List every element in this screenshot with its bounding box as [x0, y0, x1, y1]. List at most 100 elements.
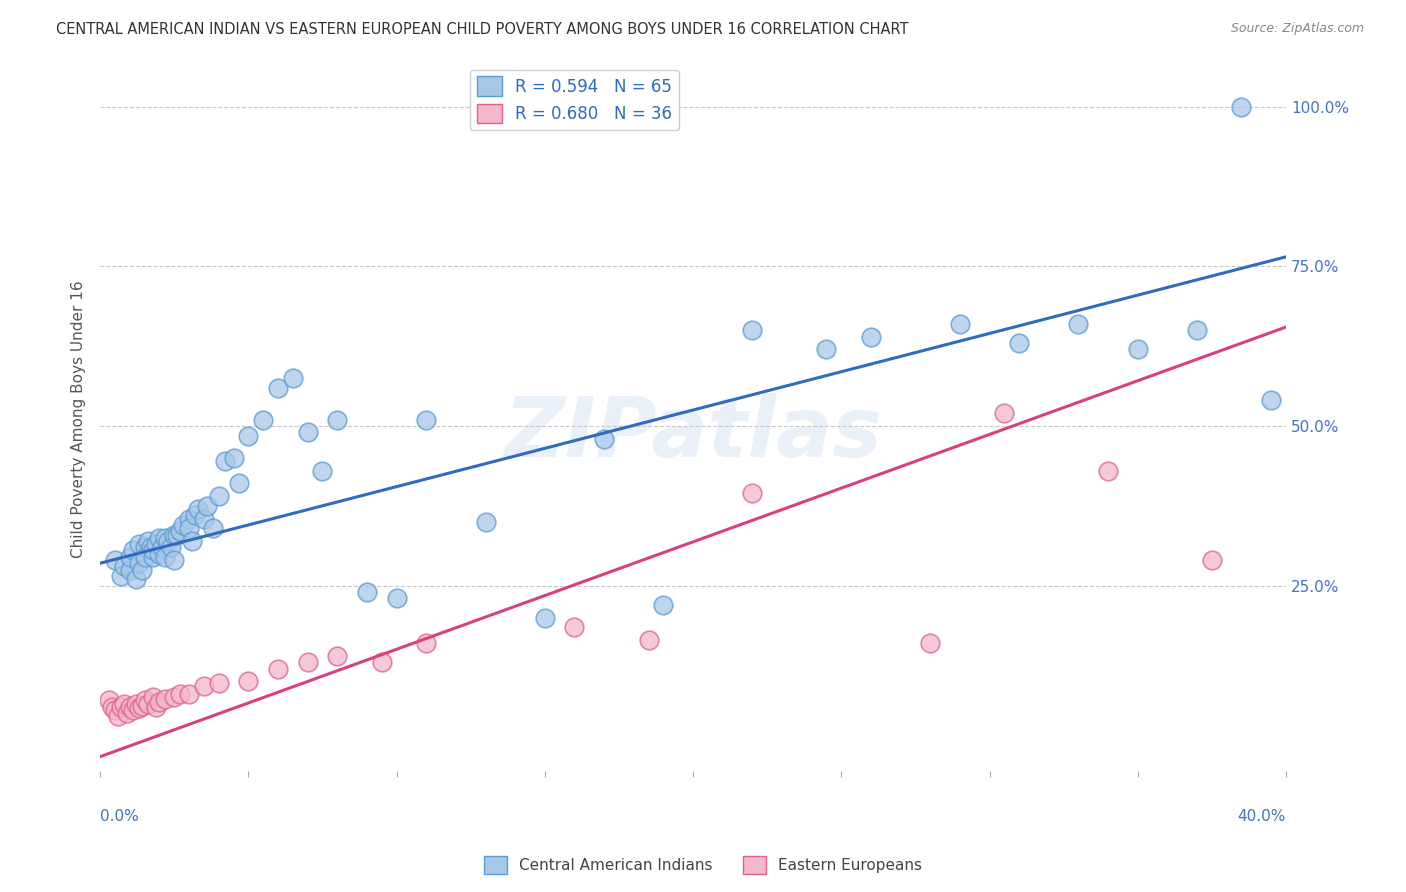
Point	[98, 693, 121, 707]
Point	[949, 317, 972, 331]
Point	[142, 543, 165, 558]
Point	[741, 486, 763, 500]
Point	[155, 549, 177, 564]
Point	[637, 632, 659, 647]
Point	[169, 524, 191, 539]
Point	[131, 698, 153, 713]
Point	[177, 521, 200, 535]
Point	[160, 541, 183, 555]
Point	[415, 636, 437, 650]
Point	[118, 699, 141, 714]
Point	[163, 690, 186, 705]
Point	[145, 537, 167, 551]
Point	[193, 680, 215, 694]
Point	[1126, 343, 1149, 357]
Point	[326, 648, 349, 663]
Point	[177, 687, 200, 701]
Point	[533, 610, 555, 624]
Point	[110, 569, 132, 583]
Point	[371, 655, 394, 669]
Text: CENTRAL AMERICAN INDIAN VS EASTERN EUROPEAN CHILD POVERTY AMONG BOYS UNDER 16 CO: CENTRAL AMERICAN INDIAN VS EASTERN EUROP…	[56, 22, 908, 37]
Point	[128, 556, 150, 570]
Point	[993, 406, 1015, 420]
Point	[652, 598, 675, 612]
Point	[1097, 464, 1119, 478]
Point	[134, 693, 156, 707]
Point	[201, 521, 224, 535]
Point	[356, 585, 378, 599]
Point	[184, 508, 207, 523]
Point	[181, 533, 204, 548]
Point	[163, 527, 186, 541]
Point	[115, 706, 138, 721]
Point	[281, 371, 304, 385]
Point	[104, 703, 127, 717]
Point	[101, 699, 124, 714]
Point	[134, 541, 156, 555]
Point	[859, 329, 882, 343]
Point	[593, 432, 616, 446]
Point	[136, 533, 159, 548]
Point	[150, 541, 173, 555]
Point	[136, 697, 159, 711]
Point	[238, 428, 260, 442]
Point	[222, 450, 245, 465]
Point	[228, 476, 250, 491]
Point	[131, 563, 153, 577]
Point	[110, 699, 132, 714]
Point	[326, 412, 349, 426]
Point	[208, 489, 231, 503]
Point	[177, 511, 200, 525]
Point	[163, 553, 186, 567]
Point	[142, 690, 165, 705]
Point	[148, 695, 170, 709]
Point	[148, 531, 170, 545]
Legend: R = 0.594   N = 65, R = 0.680   N = 36: R = 0.594 N = 65, R = 0.680 N = 36	[470, 70, 679, 130]
Point	[104, 553, 127, 567]
Point	[155, 692, 177, 706]
Point	[297, 425, 319, 440]
Point	[142, 549, 165, 564]
Point	[155, 531, 177, 545]
Point	[1201, 553, 1223, 567]
Point	[166, 527, 188, 541]
Point	[1008, 336, 1031, 351]
Point	[112, 697, 135, 711]
Point	[134, 549, 156, 564]
Point	[564, 620, 586, 634]
Text: 0.0%: 0.0%	[100, 809, 139, 824]
Point	[157, 533, 180, 548]
Legend: Central American Indians, Eastern Europeans: Central American Indians, Eastern Europe…	[478, 850, 928, 880]
Point	[128, 701, 150, 715]
Point	[112, 559, 135, 574]
Point	[214, 454, 236, 468]
Point	[208, 675, 231, 690]
Point	[169, 687, 191, 701]
Point	[125, 697, 148, 711]
Point	[267, 662, 290, 676]
Point	[107, 709, 129, 723]
Point	[1230, 100, 1253, 114]
Text: ZIPatlas: ZIPatlas	[505, 393, 882, 475]
Point	[385, 591, 408, 606]
Point	[815, 343, 838, 357]
Point	[187, 502, 209, 516]
Point	[252, 412, 274, 426]
Point	[118, 563, 141, 577]
Point	[1260, 393, 1282, 408]
Point	[125, 572, 148, 586]
Point	[121, 543, 143, 558]
Point	[193, 511, 215, 525]
Point	[415, 412, 437, 426]
Point	[267, 381, 290, 395]
Point	[474, 515, 496, 529]
Point	[145, 699, 167, 714]
Point	[297, 655, 319, 669]
Point	[741, 323, 763, 337]
Point	[311, 464, 333, 478]
Point	[1067, 317, 1090, 331]
Point	[128, 537, 150, 551]
Text: Source: ZipAtlas.com: Source: ZipAtlas.com	[1230, 22, 1364, 36]
Point	[121, 703, 143, 717]
Point	[139, 541, 162, 555]
